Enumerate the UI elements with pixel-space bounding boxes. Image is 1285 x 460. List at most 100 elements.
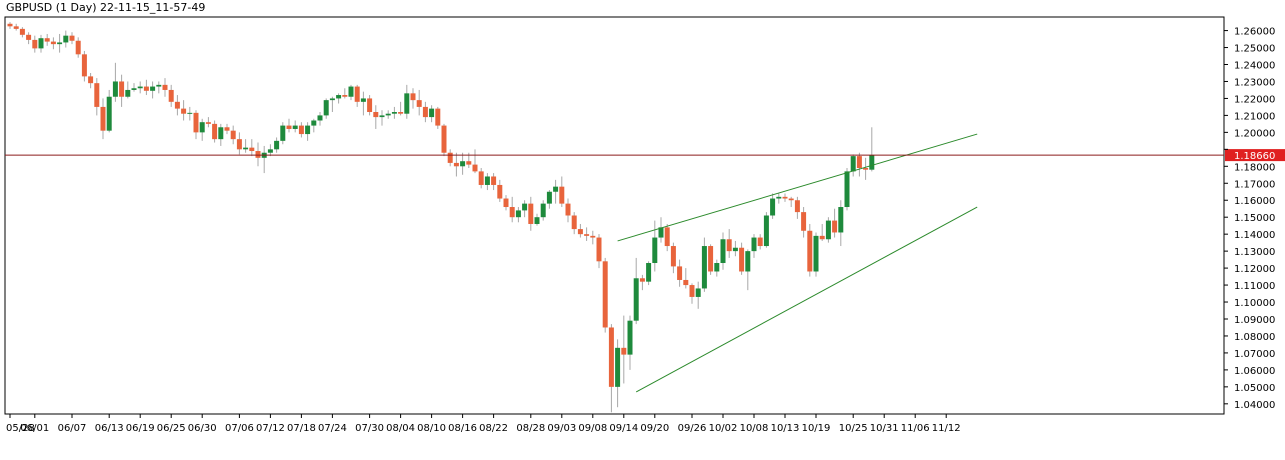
candle-body: [274, 140, 280, 150]
x-tick-label: 09/20: [640, 423, 669, 434]
candle: [627, 315, 633, 370]
candle-body: [627, 320, 633, 355]
candle-body: [515, 210, 521, 218]
y-tick-label: 1.15000: [1234, 213, 1275, 224]
candle-body: [305, 125, 311, 135]
candle-body: [850, 156, 856, 172]
y-tick-label: 1.13000: [1234, 247, 1275, 258]
candle-body: [323, 100, 329, 116]
candle: [509, 196, 515, 223]
candle: [546, 190, 552, 209]
candle: [726, 229, 732, 258]
candle: [714, 259, 720, 277]
candle-body: [187, 112, 193, 114]
y-tick-label: 1.23000: [1234, 77, 1275, 88]
candle: [621, 315, 627, 384]
trendline-upper[interactable]: [617, 133, 978, 242]
candle: [125, 81, 131, 99]
candle-body: [503, 198, 509, 208]
candle-body: [714, 263, 720, 272]
candle-body: [763, 215, 769, 247]
candle: [633, 257, 639, 325]
candle: [732, 240, 738, 257]
candle: [218, 123, 224, 146]
y-tick-label: 1.16000: [1234, 196, 1275, 207]
candle: [292, 120, 298, 133]
candle-body: [131, 88, 137, 90]
trendline-lower[interactable]: [635, 206, 978, 393]
candle: [460, 152, 466, 175]
candle: [199, 118, 205, 141]
candle: [528, 196, 534, 231]
candle: [360, 91, 366, 116]
candle-body: [168, 89, 174, 102]
y-tick-label: 1.12000: [1234, 264, 1275, 275]
candle-body: [19, 28, 25, 35]
candle-body: [571, 215, 577, 230]
candle: [404, 84, 410, 119]
y-tick-label: 1.11000: [1234, 281, 1275, 292]
candle: [689, 283, 695, 304]
candle-body: [336, 95, 342, 99]
candle-body: [280, 125, 286, 141]
candle-body: [162, 84, 168, 90]
candle: [38, 34, 44, 53]
candle-body: [664, 227, 670, 247]
candle-body: [32, 39, 38, 49]
candle: [522, 200, 528, 218]
candle-body: [484, 176, 490, 185]
x-tick-label: 06/25: [157, 423, 186, 434]
candle-body: [677, 266, 683, 280]
candle-body: [156, 84, 162, 87]
candle-body: [205, 122, 211, 124]
candle: [311, 118, 317, 133]
candle: [336, 93, 342, 104]
candle: [391, 106, 397, 119]
candle-body: [137, 86, 143, 89]
candle: [677, 259, 683, 287]
candle-body: [354, 86, 360, 102]
candle-body: [119, 81, 125, 97]
candle: [348, 84, 354, 101]
candle: [472, 149, 478, 174]
candle-body: [63, 35, 69, 43]
candle: [143, 79, 149, 96]
x-tick-label: 10/19: [802, 423, 831, 434]
y-tick-label: 1.25000: [1234, 44, 1275, 55]
candle-body: [348, 86, 354, 97]
x-tick-label: 07/30: [355, 423, 384, 434]
candle: [484, 173, 490, 191]
candle: [453, 152, 459, 177]
y-tick-label: 1.09000: [1234, 315, 1275, 326]
candle: [112, 62, 118, 102]
candle-body: [491, 176, 497, 185]
candle: [7, 22, 13, 29]
candle-body: [782, 196, 788, 199]
candle: [844, 167, 850, 211]
candle-body: [739, 247, 745, 272]
candle-body: [813, 235, 819, 272]
candle: [63, 30, 69, 48]
candle-body: [193, 112, 199, 133]
x-tick-label: 09/08: [578, 423, 607, 434]
candle-body: [75, 40, 81, 55]
candle-body: [230, 130, 236, 140]
candle: [590, 230, 596, 245]
x-tick-label: 09/26: [678, 423, 707, 434]
candle: [100, 98, 106, 140]
candle-body: [391, 112, 397, 114]
candle: [794, 196, 800, 219]
y-tick-label: 1.18000: [1234, 162, 1275, 173]
y-tick-label: 1.24000: [1234, 61, 1275, 72]
candle: [230, 125, 236, 145]
candle: [639, 274, 645, 291]
candle-body: [7, 23, 13, 27]
candle: [317, 112, 323, 126]
candle: [652, 220, 658, 272]
candle-body: [212, 123, 218, 140]
x-tick-label: 07/18: [287, 423, 316, 434]
candle-body: [528, 203, 534, 224]
